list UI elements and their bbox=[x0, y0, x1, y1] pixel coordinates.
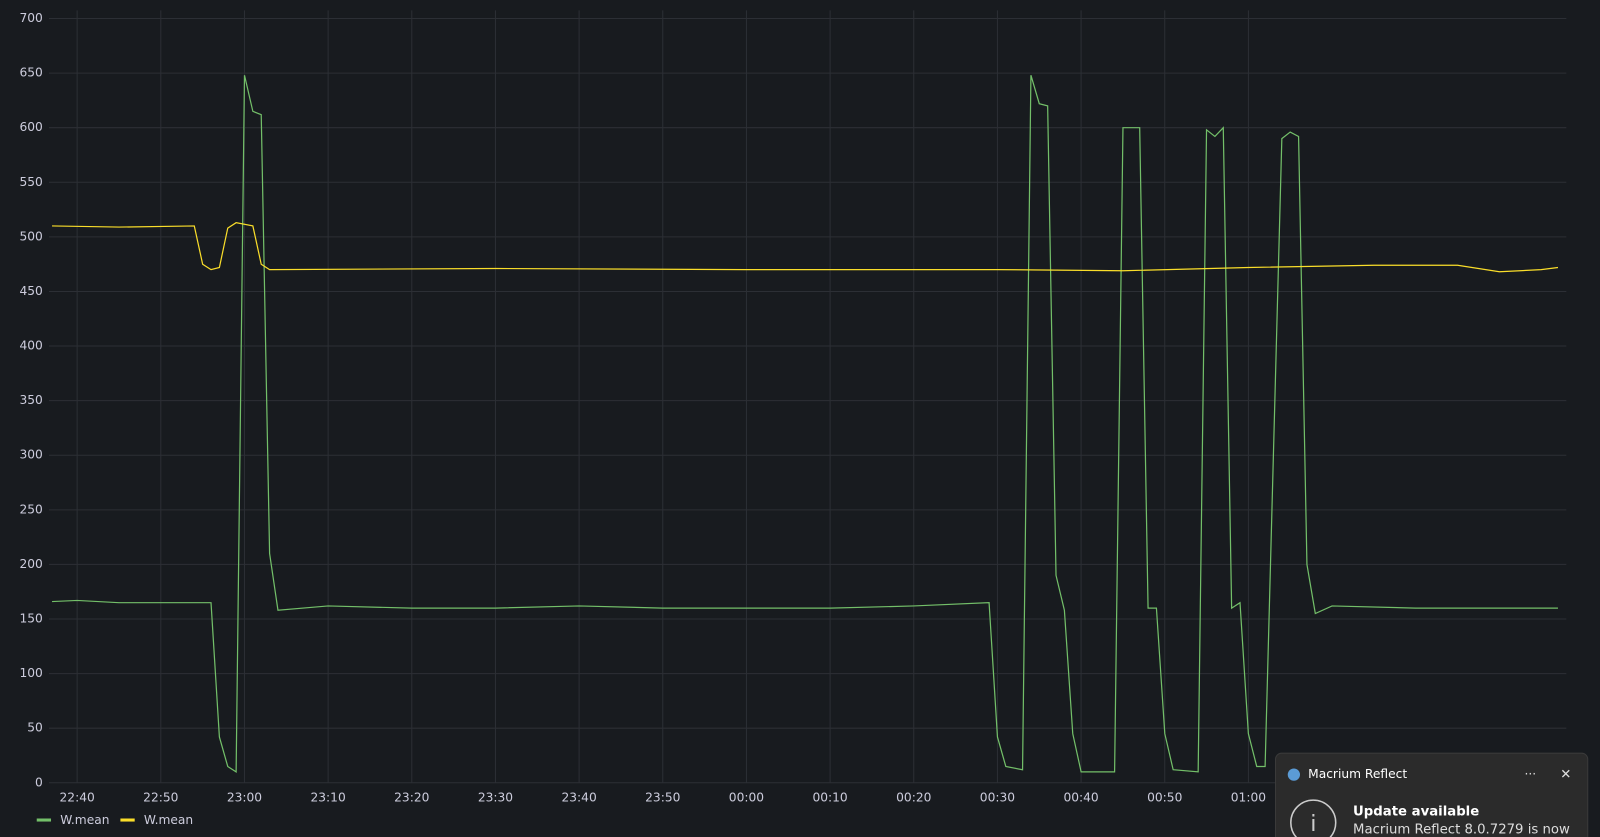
y-tick-label: 0 bbox=[35, 775, 43, 789]
app-icon bbox=[1287, 768, 1300, 781]
more-button[interactable]: ··· bbox=[1524, 767, 1536, 781]
y-tick-label: 550 bbox=[19, 175, 42, 189]
x-tick-label: 00:00 bbox=[729, 791, 764, 805]
y-tick-label: 250 bbox=[19, 502, 42, 516]
x-tick-label: 00:20 bbox=[896, 791, 931, 805]
y-tick-label: 500 bbox=[19, 229, 42, 243]
x-tick-label: 00:10 bbox=[812, 791, 847, 805]
info-glyph: i bbox=[1310, 811, 1316, 837]
notification[interactable]: Macrium Reflect ··· ✕ i Update available… bbox=[1275, 752, 1589, 837]
y-tick-label: 100 bbox=[19, 666, 42, 680]
y-tick-label: 350 bbox=[19, 393, 42, 407]
x-tick-label: 00:40 bbox=[1063, 791, 1098, 805]
y-tick-label: 450 bbox=[19, 284, 42, 298]
x-tick-label: 23:30 bbox=[478, 791, 513, 805]
x-tick-label: 22:40 bbox=[60, 791, 95, 805]
y-tick-label: 300 bbox=[19, 448, 42, 462]
notification-panel bbox=[1275, 752, 1589, 837]
y-tick-label: 400 bbox=[19, 339, 42, 353]
close-button[interactable]: ✕ bbox=[1560, 768, 1571, 783]
y-tick-label: 200 bbox=[19, 557, 42, 571]
y-tick-label: 700 bbox=[19, 11, 42, 25]
series-line bbox=[52, 75, 1558, 773]
notification-app: Macrium Reflect bbox=[1308, 767, 1407, 781]
x-tick-label: 23:40 bbox=[561, 791, 596, 805]
x-tick-label: 01:00 bbox=[1231, 791, 1266, 805]
series-line bbox=[52, 222, 1559, 273]
y-tick-label: 600 bbox=[19, 120, 42, 134]
info-icon bbox=[1290, 799, 1337, 837]
x-tick-label: 00:50 bbox=[1147, 791, 1182, 805]
legend-swatch bbox=[36, 818, 52, 822]
x-tick-label: 23:10 bbox=[310, 791, 345, 805]
x-tick-label: 23:20 bbox=[394, 791, 429, 805]
x-tick-label: 23:50 bbox=[645, 791, 680, 805]
legend-swatch bbox=[120, 818, 135, 822]
x-tick-label: 22:50 bbox=[143, 791, 178, 805]
y-tick-label: 150 bbox=[19, 612, 42, 626]
notification-body: Macrium Reflect 8.0.7279 is now bbox=[1353, 823, 1570, 837]
legend-label: W.mean bbox=[60, 813, 109, 827]
plot-area: 0 50 100 150 200 250 300 350 400 450 500 550 600 650 7… bbox=[19, 10, 1567, 827]
legend-label: W.mean bbox=[144, 813, 193, 827]
x-tick-label: 23:00 bbox=[227, 791, 262, 805]
x-tick-label: 00:30 bbox=[980, 791, 1015, 805]
y-tick-label: 650 bbox=[19, 66, 42, 80]
notification-title: Update available bbox=[1353, 804, 1479, 819]
y-tick-label: 50 bbox=[27, 721, 43, 735]
